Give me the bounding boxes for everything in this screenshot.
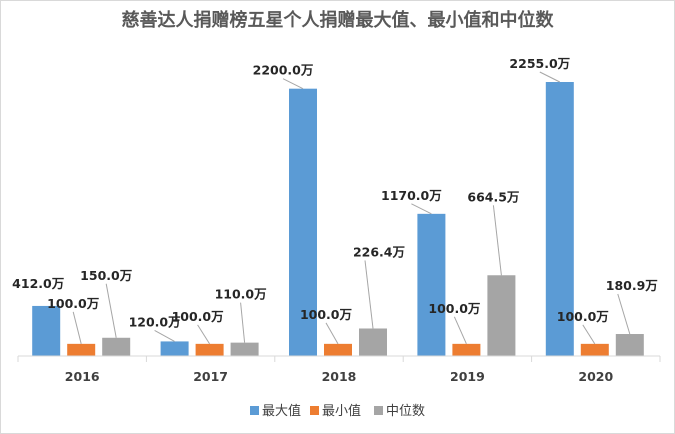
bar-中位数-2020 (615, 334, 644, 356)
legend-swatch-中位数 (374, 406, 383, 415)
x-tick-label-2017: 2017 (193, 369, 228, 384)
x-tick-label-2018: 2018 (322, 369, 357, 384)
x-axis: 2016 2017 2018 2019 2020 (17, 355, 661, 384)
leader-line-最小值-2018 (325, 322, 339, 345)
leader-line-中位数-2018 (364, 260, 374, 329)
bar-最大值-2016 (32, 305, 61, 356)
leader-line-最大值-2020 (539, 71, 561, 83)
data-label-最大值-2017: 120.0万 (129, 314, 181, 329)
bars-layer (32, 82, 644, 357)
leader-line-最大值-2018 (282, 78, 304, 90)
bar-最大值-2018 (289, 88, 317, 357)
legend-label-最小值: 最小值 (322, 403, 361, 419)
bar-最小值-2020 (580, 343, 609, 356)
data-label-最小值-2018: 100.0万 (300, 307, 352, 322)
legend-label-最大值: 最大值 (262, 403, 301, 419)
data-label-中位数-2019: 664.5万 (467, 189, 519, 204)
x-tick-label-2020: 2020 (578, 369, 613, 384)
x-tick-label-2016: 2016 (65, 369, 100, 384)
legend-label-中位数: 中位数 (386, 404, 425, 419)
data-label-最大值-2020: 2255.0万 (509, 56, 570, 71)
bar-中位数-2016 (102, 337, 131, 356)
data-label-最大值-2016: 412.0万 (12, 276, 64, 291)
bar-中位数-2017 (230, 342, 259, 356)
legend: 最大值 最小值 中位数 (250, 403, 425, 419)
bar-中位数-2019 (487, 275, 516, 356)
data-label-中位数-2020: 180.9万 (606, 278, 658, 293)
legend-swatch-最大值 (250, 406, 259, 415)
data-label-最小值-2019: 100.0万 (428, 301, 480, 316)
data-label-中位数-2016: 150.0万 (80, 268, 132, 283)
leader-line-最大值-2019 (411, 203, 432, 215)
leader-line-最小值-2017 (197, 324, 211, 345)
data-label-最大值-2018: 2200.0万 (253, 63, 314, 78)
bar-最大值-2017 (160, 341, 189, 356)
x-tick-label-2019: 2019 (450, 369, 485, 384)
leader-line-最大值-2017 (154, 329, 175, 342)
bar-最小值-2017 (195, 343, 224, 356)
bar-最小值-2018 (324, 343, 352, 356)
bar-最大值-2019 (417, 213, 446, 356)
leader-line-最小值-2019 (453, 316, 467, 345)
data-label-中位数-2018: 226.4万 (353, 244, 405, 259)
leader-line-最小值-2016 (72, 311, 82, 344)
legend-swatch-最小值 (310, 406, 319, 415)
leader-lines-layer (72, 71, 631, 345)
leader-line-中位数-2019 (492, 205, 502, 276)
data-label-最大值-2019: 1170.0万 (381, 188, 442, 203)
data-label-最小值-2020: 100.0万 (557, 309, 609, 324)
data-label-中位数-2017: 110.0万 (215, 287, 267, 302)
leader-line-中位数-2020 (617, 293, 631, 335)
data-label-最小值-2017: 100.0万 (172, 309, 224, 324)
leader-line-中位数-2017 (240, 302, 246, 343)
data-labels-layer: 412.0万 120.0万 2200.0万 1170.0万 2255.0万 100.0万 1… (12, 56, 658, 329)
bar-最小值-2019 (452, 343, 481, 356)
bar-中位数-2018 (359, 328, 387, 356)
bar-最小值-2016 (67, 343, 96, 356)
data-label-最小值-2016: 100.0万 (47, 296, 99, 311)
chart-title: 慈善达人捐赠榜五星个人捐赠最大值、最小值和中位数 (121, 10, 554, 31)
leader-line-中位数-2016 (105, 283, 117, 338)
leader-line-最小值-2020 (582, 324, 596, 345)
bar-最大值-2020 (545, 82, 574, 356)
